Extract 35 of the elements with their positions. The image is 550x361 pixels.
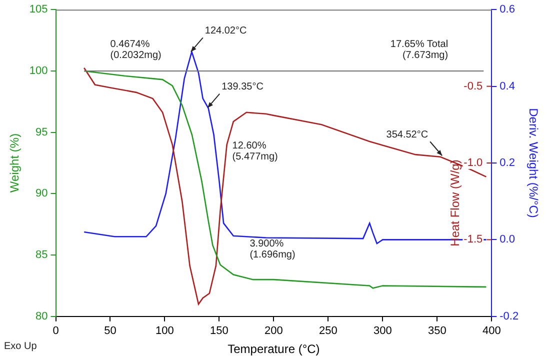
x-tick-label: 100 xyxy=(156,325,174,338)
y3-tick-label: 0.2 xyxy=(500,157,515,170)
annotation: 3.900% (1.696mg) xyxy=(250,238,296,261)
y3-axis-title: Deriv. Weight (%/°C) xyxy=(526,108,540,218)
y-tick-label: 85 xyxy=(36,249,48,262)
annotation: 124.02°C xyxy=(204,25,247,36)
annotation: 12.60% (5.477mg) xyxy=(232,140,278,162)
x-tick-label: 200 xyxy=(264,325,283,338)
x-tick-label: 350 xyxy=(428,325,446,338)
annotation: 0.4674% (0.2032mg) xyxy=(110,39,162,62)
y-tick-label: 90 xyxy=(36,188,48,200)
y2-tick-label: -0.5 xyxy=(464,80,483,92)
x-tick-label: 150 xyxy=(210,325,228,338)
x-axis-title: Temperature (°C) xyxy=(228,342,320,356)
y-tick-label: 100 xyxy=(29,64,48,77)
annotation: 17.65% Total (7.673mg) xyxy=(390,39,448,62)
text: Exo Up xyxy=(4,340,38,352)
x-tick-label: 0 xyxy=(52,325,59,338)
y-tick-label: 95 xyxy=(36,126,48,138)
x-tick-label: 400 xyxy=(482,325,501,338)
y-tick-label: 105 xyxy=(29,4,48,16)
y3-tick-label: 0.4 xyxy=(500,80,515,92)
y-tick-label: 80 xyxy=(36,310,48,322)
annotation: 139.35°C xyxy=(222,82,264,93)
x-tick-label: 50 xyxy=(104,325,116,338)
y2-tick-label: -1.5 xyxy=(464,234,483,246)
y3-tick-label: 0.0 xyxy=(500,234,515,246)
x-tick-label: 300 xyxy=(373,325,392,338)
y2-tick-label: -1.0 xyxy=(464,157,483,170)
y-axis-title: Weight (%) xyxy=(8,133,22,193)
annotation: 354.52°C xyxy=(386,129,428,140)
y3-tick-label: -0.2 xyxy=(500,310,519,322)
x-tick-label: 250 xyxy=(319,325,338,338)
y3-tick-label: 0.6 xyxy=(500,4,515,16)
y2-axis-title: Heat Flow (W/g) xyxy=(448,160,462,246)
